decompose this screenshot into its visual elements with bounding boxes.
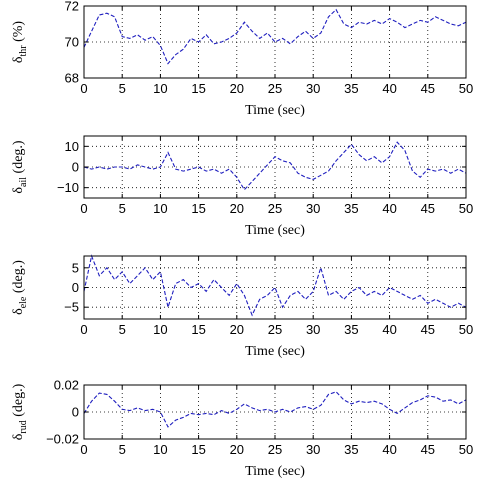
x-tick-label: 25 xyxy=(268,442,282,457)
x-tick-label: 30 xyxy=(306,201,320,216)
x-tick-label: 50 xyxy=(459,201,473,216)
x-tick-label: 45 xyxy=(421,322,435,337)
x-axis-label: Time (sec) xyxy=(245,103,305,118)
y-tick-label: 70 xyxy=(65,35,79,50)
y-axis-label: δrud (deg.) xyxy=(11,383,29,440)
x-tick-label: 40 xyxy=(382,201,396,216)
x-tick-label: 20 xyxy=(230,442,244,457)
y-tick-label: 72 xyxy=(65,0,79,14)
x-axis-label: Time (sec) xyxy=(245,464,305,479)
x-tick-label: 35 xyxy=(344,442,358,457)
y-tick-label: 0.02 xyxy=(54,378,79,393)
y-tick-label: 0 xyxy=(72,405,79,420)
x-tick-label: 35 xyxy=(344,81,358,96)
y-tick-label: 5 xyxy=(72,260,79,275)
x-tick-label: 35 xyxy=(344,201,358,216)
x-tick-label: 20 xyxy=(230,201,244,216)
series-line xyxy=(83,8,467,65)
x-tick-label: 0 xyxy=(80,442,87,457)
y-tick-label: 0 xyxy=(72,280,79,295)
y-axis-label: δail (deg.) xyxy=(11,140,29,193)
x-tick-label: 50 xyxy=(459,81,473,96)
x-tick-label: 15 xyxy=(191,81,205,96)
x-axis-label: Time (sec) xyxy=(245,223,305,238)
x-tick-label: 5 xyxy=(119,442,126,457)
x-tick-label: 25 xyxy=(268,322,282,337)
y-axis-label: δthr (%) xyxy=(11,21,29,64)
x-tick-label: 20 xyxy=(230,81,244,96)
series-line xyxy=(83,254,467,317)
x-tick-label: 45 xyxy=(421,442,435,457)
x-tick-label: 0 xyxy=(80,322,87,337)
x-tick-label: 15 xyxy=(191,322,205,337)
y-tick-label: −0.02 xyxy=(46,432,79,447)
x-tick-label: 15 xyxy=(191,442,205,457)
y-tick-label: 0 xyxy=(72,160,79,175)
x-tick-label: 15 xyxy=(191,201,205,216)
x-tick-label: 30 xyxy=(306,322,320,337)
x-tick-label: 0 xyxy=(80,201,87,216)
x-tick-label: 0 xyxy=(80,81,87,96)
x-tick-label: 30 xyxy=(306,81,320,96)
x-tick-label: 25 xyxy=(268,201,282,216)
series-line xyxy=(83,391,467,428)
x-tick-label: 45 xyxy=(421,201,435,216)
x-tick-label: 5 xyxy=(119,81,126,96)
x-tick-label: 40 xyxy=(382,322,396,337)
x-tick-label: 10 xyxy=(153,322,167,337)
series-line xyxy=(83,141,467,191)
x-tick-label: 5 xyxy=(119,201,126,216)
y-tick-label: 10 xyxy=(65,139,79,154)
x-axis-label: Time (sec) xyxy=(245,344,305,359)
y-tick-label: −10 xyxy=(57,180,79,195)
x-tick-label: 40 xyxy=(382,442,396,457)
x-tick-label: 10 xyxy=(153,201,167,216)
x-tick-label: 50 xyxy=(459,442,473,457)
y-axis-label: δele (deg.) xyxy=(11,260,29,315)
x-tick-label: 25 xyxy=(268,81,282,96)
x-tick-label: 30 xyxy=(306,442,320,457)
x-tick-label: 35 xyxy=(344,322,358,337)
x-tick-label: 40 xyxy=(382,81,396,96)
y-tick-label: 68 xyxy=(65,71,79,86)
x-tick-label: 10 xyxy=(153,442,167,457)
x-tick-label: 50 xyxy=(459,322,473,337)
subplot-1: 0 5 10 15 20 25 30 35 40 45 50 68 70 72 Time (sec) δthr… xyxy=(11,0,473,118)
x-tick-label: 5 xyxy=(119,322,126,337)
y-tick-label: −5 xyxy=(64,300,79,315)
x-tick-label: 10 xyxy=(153,81,167,96)
x-tick-label: 20 xyxy=(230,322,244,337)
x-tick-label: 45 xyxy=(421,81,435,96)
